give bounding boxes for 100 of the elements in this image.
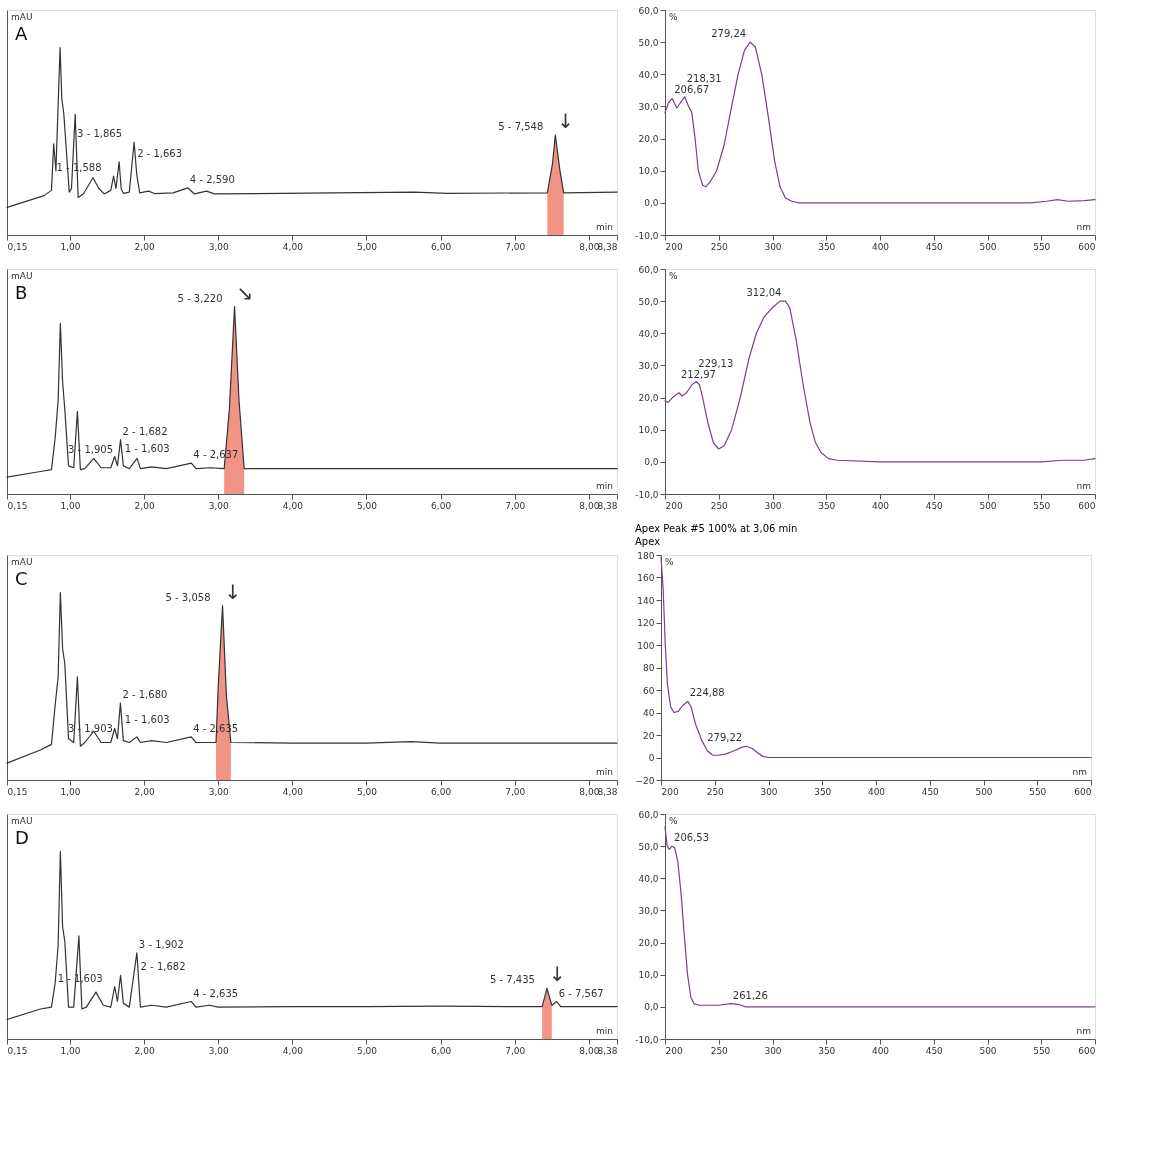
x-tick-label: 250 xyxy=(706,786,725,797)
annotation: ↘ xyxy=(236,280,254,305)
x-tick-label: 400 xyxy=(871,500,890,511)
x-axis-title: nm xyxy=(1076,222,1091,232)
y-tick-label: 40,0 xyxy=(638,69,659,80)
x-tick-label: 2,00 xyxy=(134,1045,155,1056)
x-tick-label: 2,00 xyxy=(134,786,155,797)
annotation: 312,04 xyxy=(746,287,782,299)
x-tick-label: 500 xyxy=(979,241,997,252)
annotation: 212,97 xyxy=(680,368,716,380)
x-tick-label: 4,00 xyxy=(282,786,304,797)
x-tick-label: 400 xyxy=(871,241,890,252)
line-series xyxy=(660,556,1092,759)
x-tick-label: 200 xyxy=(665,1045,683,1056)
x-tick-label: 300 xyxy=(764,1045,782,1056)
y-tick-label: 10,0 xyxy=(638,425,659,436)
annotation: 3 - 1,865 xyxy=(77,128,123,140)
x-tick-label: 7,00 xyxy=(505,500,526,511)
x-tick-label: 1,00 xyxy=(60,786,81,797)
y-tick-label: -10,0 xyxy=(635,1034,659,1045)
annotation: 3 - 1,902 xyxy=(138,938,184,950)
annotation: 229,13 xyxy=(698,357,734,369)
x-tick-label: 6,00 xyxy=(431,786,452,797)
y-tick-label: 180 xyxy=(637,550,655,561)
y-tick-label: 0,0 xyxy=(644,1002,659,1013)
x-tick-label: 550 xyxy=(1029,786,1047,797)
x-tick-label: 1,00 xyxy=(60,241,81,252)
x-tick-label: 7,00 xyxy=(505,786,526,797)
x-tick-label: 450 xyxy=(925,1045,944,1056)
y-axis-title: % xyxy=(669,12,678,22)
x-tick-label: 600 xyxy=(1078,500,1096,511)
x-tick-label: 450 xyxy=(925,500,944,511)
x-tick-label: 2,00 xyxy=(134,500,155,511)
x-tick-label: 350 xyxy=(818,500,836,511)
x-tick-label: 8,38 xyxy=(597,1045,618,1056)
y-axis-title: % xyxy=(669,271,678,281)
x-tick-label: 8,38 xyxy=(597,241,618,252)
line-series xyxy=(664,826,1096,1008)
y-tick-label: 20,0 xyxy=(638,134,659,145)
annotation: 2 - 1,682 xyxy=(140,961,186,973)
y-tick-label: 20,0 xyxy=(638,938,659,949)
y-axis-title: mAU xyxy=(11,816,33,826)
x-tick-label: 350 xyxy=(814,786,832,797)
x-tick-label: 600 xyxy=(1074,786,1092,797)
x-tick-label: 7,00 xyxy=(505,241,526,252)
x-axis-title: nm xyxy=(1072,767,1087,777)
chart-title: D xyxy=(15,827,29,848)
annotation: ↓ xyxy=(548,962,566,987)
y-tick-label: 100 xyxy=(637,640,655,651)
x-tick-label: 3,00 xyxy=(208,1045,230,1056)
x-tick-label: 8,00 xyxy=(579,1045,600,1056)
annotation: ↓ xyxy=(224,579,242,604)
y-tick-label: 0,0 xyxy=(644,198,659,209)
y-axis-title: mAU xyxy=(11,271,33,281)
y-tick-label: 120 xyxy=(637,618,655,628)
annotation: 218,31 xyxy=(686,72,722,84)
x-tick-label: 550 xyxy=(1033,1045,1051,1056)
x-tick-label: 500 xyxy=(979,500,997,511)
annotation: 4 - 2,635 xyxy=(193,987,239,999)
annotation: 6 - 7,567 xyxy=(558,987,604,999)
x-tick-label: 0,15 xyxy=(7,241,28,252)
annotation: 2 - 1,663 xyxy=(137,147,183,159)
annotation: 1 - 1,603 xyxy=(124,714,170,726)
x-tick-label: 0,15 xyxy=(7,786,28,797)
x-tick-label: 250 xyxy=(710,241,729,252)
x-axis-title: nm xyxy=(1076,481,1091,491)
x-tick-label: 250 xyxy=(710,500,729,511)
x-tick-label: 8,00 xyxy=(579,500,600,511)
annotation: 5 - 7,548 xyxy=(498,121,544,133)
x-tick-label: 0,15 xyxy=(7,500,28,511)
x-tick-label: 0,15 xyxy=(7,1045,28,1056)
x-tick-label: 400 xyxy=(867,786,886,797)
annotation: 2 - 1,680 xyxy=(122,689,168,701)
y-tick-label: 160 xyxy=(637,573,655,583)
y-tick-label: 0,0 xyxy=(644,457,659,468)
x-tick-label: 4,00 xyxy=(282,1045,304,1056)
x-tick-label: 350 xyxy=(818,241,836,252)
annotation: ↓ xyxy=(557,109,575,134)
x-tick-label: 6,00 xyxy=(431,500,452,511)
annotation: 5 - 7,435 xyxy=(489,974,535,986)
y-tick-label: 40,0 xyxy=(638,328,659,339)
x-tick-label: 8,38 xyxy=(597,786,618,797)
y-tick-label: 30,0 xyxy=(638,101,659,112)
x-tick-label: 1,00 xyxy=(60,1045,81,1056)
x-tick-label: 8,38 xyxy=(597,500,618,511)
x-tick-label: 6,00 xyxy=(431,241,452,252)
x-tick-label: 550 xyxy=(1033,241,1051,252)
y-tick-label: 50,0 xyxy=(638,841,659,852)
x-tick-label: 400 xyxy=(871,1045,890,1056)
y-tick-label: 140 xyxy=(637,595,655,606)
y-tick-label: 0 xyxy=(648,753,655,763)
x-tick-label: 3,00 xyxy=(208,241,230,252)
x-tick-label: 200 xyxy=(661,786,679,797)
x-tick-label: 8,00 xyxy=(579,241,600,252)
x-tick-label: 450 xyxy=(925,241,944,252)
x-tick-label: 500 xyxy=(975,786,993,797)
x-axis-title: nm xyxy=(1076,1026,1091,1036)
x-tick-label: 300 xyxy=(764,500,782,511)
y-tick-label: 10,0 xyxy=(638,166,659,177)
annotation: 279,22 xyxy=(707,732,743,744)
